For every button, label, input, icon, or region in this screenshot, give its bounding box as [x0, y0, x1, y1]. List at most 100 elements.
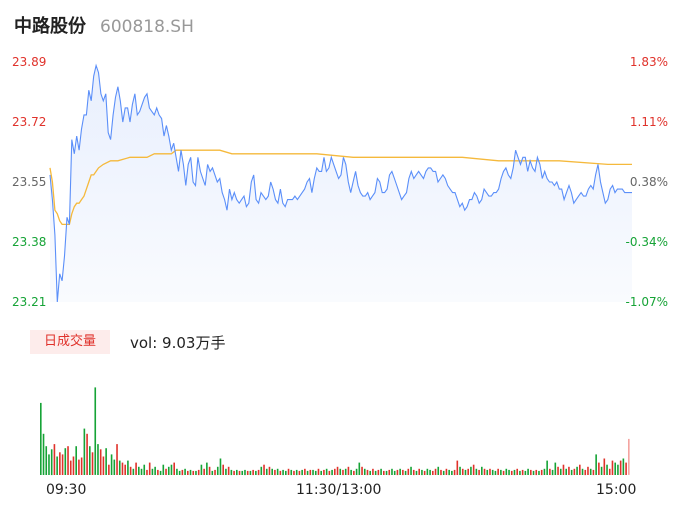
volume-bar	[304, 468, 306, 475]
volume-bar	[187, 470, 189, 475]
pct-axis-label: 0.38%	[629, 175, 668, 189]
volume-bar	[48, 454, 50, 475]
volume-bar	[238, 470, 241, 475]
volume-bar	[328, 470, 331, 475]
volume-bar	[467, 468, 469, 475]
volume-value: vol: 9.03万手	[130, 334, 226, 352]
volume-bar	[285, 470, 287, 475]
volume-bar	[350, 469, 352, 476]
volume-bar	[236, 469, 238, 476]
volume-bar	[162, 464, 165, 475]
time-axis-label: 15:00	[596, 482, 637, 498]
volume-bar	[412, 469, 415, 476]
volume-bar	[516, 468, 519, 475]
volume-bar	[448, 469, 450, 476]
volume-bar	[331, 469, 333, 476]
volume-bar	[53, 444, 56, 475]
volume-bar	[227, 466, 230, 475]
volume-bar	[127, 460, 129, 475]
volume-bar	[287, 468, 290, 475]
volume-bar	[521, 469, 524, 476]
volume-bar	[475, 468, 478, 475]
volume-bar	[407, 468, 410, 475]
volume-bar	[418, 468, 420, 475]
volume-bar	[423, 470, 426, 475]
volume-bar	[108, 464, 110, 475]
volume-bar	[317, 468, 320, 475]
time-axis-label: 11:30/13:00	[296, 482, 382, 498]
volume-bar	[614, 462, 617, 475]
volume-bar	[279, 470, 282, 475]
volume-bar	[576, 466, 578, 475]
volume-bar	[89, 446, 91, 475]
volume-bar	[549, 468, 551, 475]
volume-bar	[587, 466, 589, 475]
volume-bar	[94, 387, 97, 475]
volume-bar	[524, 470, 527, 475]
volume-bar	[500, 469, 502, 476]
volume-bar	[388, 469, 391, 476]
volume-bar	[192, 470, 195, 475]
volume-bar	[432, 470, 434, 475]
volume-bar	[271, 468, 273, 475]
volume-bar	[203, 468, 205, 475]
volume-bar	[440, 469, 442, 476]
volume-bar	[625, 462, 627, 475]
volume-bar	[154, 466, 156, 475]
volume-bar	[527, 468, 529, 475]
volume-bar	[600, 466, 603, 475]
volume-bar	[377, 469, 380, 476]
volume-bar	[78, 459, 80, 475]
volume-bar	[255, 470, 257, 475]
volume-bar	[86, 433, 88, 475]
volume-bar	[380, 468, 382, 475]
volume-bar	[421, 469, 423, 476]
stock-code: 600818.SH	[100, 17, 194, 37]
volume-bar	[483, 468, 486, 475]
volume-bar	[595, 454, 597, 475]
volume-bar	[617, 464, 619, 475]
volume-bar	[121, 462, 124, 475]
volume-bar	[225, 468, 227, 475]
volume-bar	[113, 459, 116, 475]
volume-bar	[219, 458, 222, 475]
volume-bar	[295, 469, 298, 476]
volume-bar	[64, 448, 67, 475]
volume-bar	[546, 460, 548, 475]
volume-bar	[290, 469, 293, 476]
volume-bar	[592, 469, 595, 476]
volume-bar	[102, 456, 105, 475]
volume-bar	[353, 470, 355, 475]
volume-bar	[426, 468, 429, 475]
volume-bar	[91, 452, 94, 475]
volume-bar	[374, 470, 377, 475]
volume-bar	[241, 470, 244, 475]
volume-bar	[456, 460, 459, 475]
volume-bar	[151, 468, 154, 475]
volume-bar	[165, 468, 167, 475]
volume-bar	[61, 454, 64, 475]
volume-bar	[502, 470, 505, 475]
volume-bar	[445, 468, 448, 475]
avg-price-line	[49, 149, 632, 226]
price-axis-label: 23.21	[12, 295, 47, 309]
volume-bar	[306, 470, 309, 475]
volume-bar	[396, 469, 399, 476]
volume-bar	[598, 462, 600, 475]
volume-bar	[184, 468, 186, 475]
volume-bar	[608, 468, 611, 475]
pct-axis-label: 1.83%	[629, 55, 668, 69]
volume-bar	[363, 468, 366, 475]
price-line	[49, 63, 632, 303]
volume-bar	[214, 469, 216, 476]
volume-bar	[124, 464, 126, 475]
price-axis-label: 23.89	[12, 55, 47, 69]
volume-bar	[510, 470, 513, 475]
volume-bar	[110, 454, 113, 475]
volume-bar	[257, 469, 260, 476]
volume-bar	[478, 469, 480, 476]
volume-badge[interactable]: 日成交量	[30, 330, 110, 354]
volume-bar	[249, 470, 252, 475]
volume-bar	[622, 458, 625, 475]
